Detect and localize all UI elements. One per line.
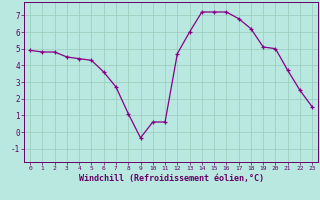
- X-axis label: Windchill (Refroidissement éolien,°C): Windchill (Refroidissement éolien,°C): [79, 174, 264, 183]
